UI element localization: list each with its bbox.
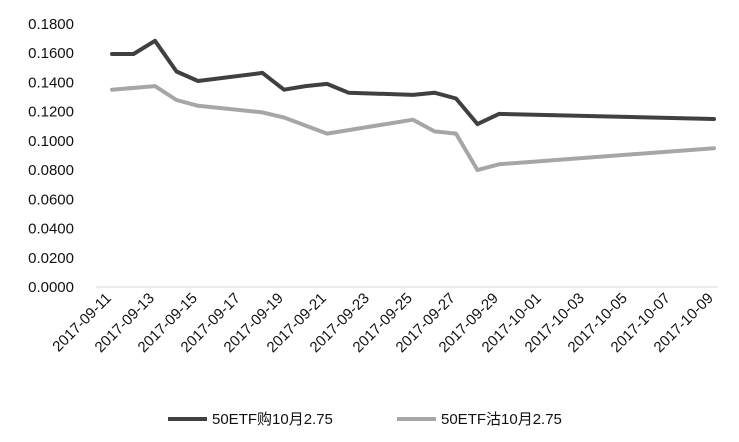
- x-axis: 2017-09-112017-09-132017-09-152017-09-17…: [49, 290, 716, 356]
- y-tick-label: 0.1600: [28, 45, 74, 62]
- y-tick-label: 0.1200: [28, 104, 74, 121]
- y-tick-label: 0.1000: [28, 133, 74, 150]
- legend-label-series-1: 50ETF购10月2.75: [212, 411, 333, 428]
- y-tick-label: 0.1800: [28, 16, 74, 33]
- y-tick-label: 0.0200: [28, 250, 74, 267]
- series-line-1: [110, 38, 716, 127]
- y-axis: 0.0000 0.0200 0.0400 0.0600 0.0800 0.1000 0.12…: [28, 16, 74, 296]
- series-layer: [110, 38, 716, 173]
- y-tick-label: 0.0600: [28, 191, 74, 208]
- series-line-2: [110, 84, 716, 173]
- y-tick-label: 0.0800: [28, 162, 74, 179]
- y-tick-label: 0.0000: [28, 279, 74, 296]
- legend-label-series-2: 50ETF沽10月2.75: [441, 411, 562, 428]
- y-tick-label: 0.1400: [28, 74, 74, 91]
- y-tick-label: 0.0400: [28, 221, 74, 238]
- legend: 50ETF购10月2.75 50ETF沽10月2.75: [168, 411, 562, 428]
